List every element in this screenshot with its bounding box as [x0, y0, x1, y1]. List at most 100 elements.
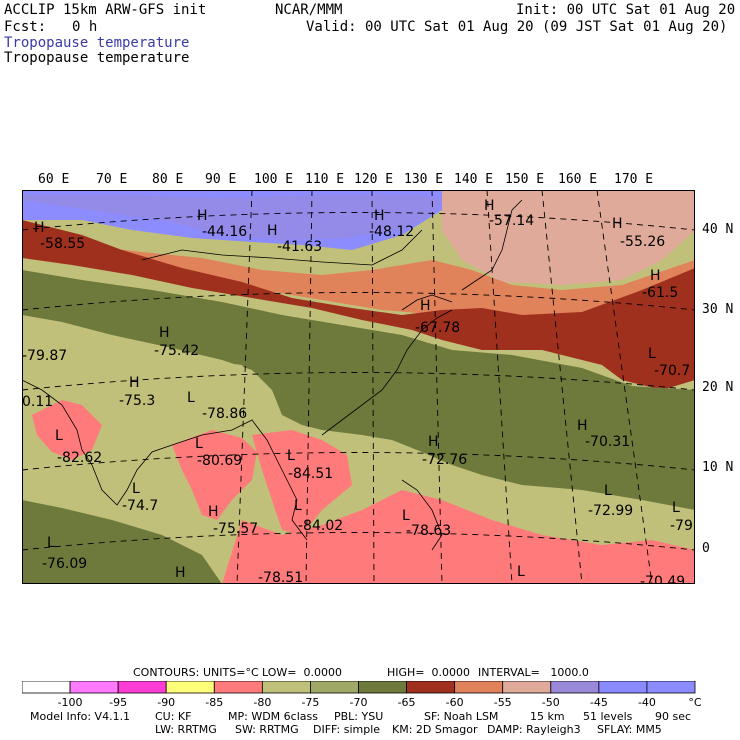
lon-label: 170 E — [614, 172, 654, 187]
shade-darkred — [22, 220, 695, 390]
map-label-hl: L — [294, 498, 302, 514]
map-label-hl: H — [34, 220, 45, 236]
map-label-value: -70.49 — [640, 574, 685, 584]
map-label-hl: H — [612, 216, 623, 232]
map-label-value: -57.14 — [489, 213, 534, 229]
map-label-value: -70.31 — [585, 434, 630, 450]
shade-salmon-indochina — [252, 430, 352, 535]
valid-time: Valid: 00 UTC Sat 01 Aug 20 (09 JST Sat … — [306, 19, 728, 35]
field-title-shaded: Tropopause temperature — [4, 35, 190, 51]
map-label-value: -58.55 — [40, 236, 85, 252]
map-label-value: -82.62 — [57, 450, 102, 466]
map-label-value: -80.69 — [197, 453, 242, 469]
map-label-hl: H — [428, 434, 439, 450]
map-label-hl: H — [175, 565, 186, 581]
colorbar-swatch — [406, 681, 456, 694]
colorbar-tick-label: -40 — [638, 696, 656, 709]
map-label-value: -75.57 — [213, 521, 258, 537]
map-label-hl: H — [374, 208, 385, 224]
colorbar-tick-label: °C — [688, 696, 702, 709]
colorbar-swatch — [550, 681, 600, 694]
colorbar-swatch — [22, 681, 71, 694]
lon-label: 130 E — [404, 172, 444, 187]
colorbar-tick-label: -95 — [109, 696, 127, 709]
colorbar-tick-label: -65 — [398, 696, 416, 709]
init-time: Init: 00 UTC Sat 01 Aug 20 — [516, 2, 736, 18]
map-label-value: -78.86 — [202, 406, 247, 422]
map-label-value: -84.02 — [298, 518, 343, 534]
shade-salmon-bay — [172, 430, 257, 520]
colorbar-swatch — [454, 681, 504, 694]
colorbar: -100 -95 -90 -85 -80 -75 -70 -65 -60 -55 -50 -45 -40… — [22, 681, 702, 709]
cu-info: CU: KF — [155, 710, 192, 723]
contours-label: CONTOURS: — [133, 666, 200, 679]
map-label-value: -78.51 — [258, 570, 303, 584]
map-label-hl: H — [197, 208, 208, 224]
colorbar-tick-label: -90 — [157, 696, 175, 709]
lon-label: 100 E — [254, 172, 294, 187]
map-label-hl: L — [55, 428, 63, 444]
map-label-hl: L — [187, 390, 195, 406]
colorbar-tick-label: -80 — [253, 696, 271, 709]
lat-label: 0 — [702, 541, 710, 556]
map-label-value: -44.16 — [202, 224, 247, 240]
shade-salmon-south — [222, 490, 695, 584]
map-label-hl: L — [517, 564, 525, 580]
lon-label: 140 E — [454, 172, 494, 187]
lon-label: 70 E — [96, 172, 128, 187]
map-label-value: -61.5 — [642, 285, 678, 301]
lon-label: 150 E — [505, 172, 545, 187]
colorbar-tick-label: -75 — [301, 696, 319, 709]
lon-label: 80 E — [152, 172, 184, 187]
map-label-hl: L — [287, 448, 295, 464]
map-label-value: -84.51 — [288, 466, 333, 482]
low-label: LOW= 0.0000 — [262, 666, 342, 679]
lon-label: 90 E — [205, 172, 237, 187]
map-label-hl: L — [132, 481, 140, 497]
shade-dark-olive-sw — [22, 500, 222, 584]
colorbar-swatch — [261, 681, 311, 694]
model-info: Model Info: V4.1.1 — [30, 710, 131, 723]
field-title-contour: Tropopause temperature — [4, 50, 190, 66]
map-label-value: -70.7 — [654, 363, 690, 379]
map-label-hl: H — [267, 223, 278, 239]
org-label: NCAR/MMM — [275, 2, 343, 18]
map-label-value: 0.11 — [22, 394, 53, 410]
colorbar-swatch — [69, 681, 119, 694]
units-label: UNITS=°C — [203, 666, 259, 679]
map-label-value: -67.78 — [415, 320, 460, 336]
map-label-value: -79.87 — [22, 348, 67, 364]
fcst-label: Fcst: — [4, 19, 47, 35]
tropopause-temperature-map: H -58.55 H -44.16 H -41.63 H -48.12 H -5… — [22, 190, 695, 584]
resolution-info: 15 km — [530, 710, 565, 723]
colorbar-swatch — [598, 681, 648, 694]
colorbar-swatch — [502, 681, 552, 694]
lat-label: 10 N — [702, 460, 734, 475]
map-label-hl: H — [650, 268, 661, 284]
colorbar-swatch — [646, 681, 696, 694]
damp-info: DAMP: Rayleigh3 — [487, 723, 581, 736]
shade-salmon-india — [32, 400, 102, 460]
km-info: KM: 2D Smagor — [392, 723, 478, 736]
map-label-hl: L — [672, 500, 680, 516]
map-label-value: -55.26 — [620, 234, 665, 250]
map-label-hl: L — [47, 535, 55, 551]
interval-label: INTERVAL= 1000.0 — [478, 666, 589, 679]
map-label-hl: H — [208, 504, 219, 520]
colorbar-tick-label: -70 — [350, 696, 368, 709]
map-label-hl: H — [577, 418, 588, 434]
map-label-hl: H — [484, 198, 495, 214]
timestep-info: 90 sec — [655, 710, 692, 723]
pbl-info: PBL: YSU — [334, 710, 384, 723]
colorbar-tick-label: -55 — [494, 696, 512, 709]
shade-pink — [442, 190, 695, 285]
map-label-hl: H — [159, 325, 170, 341]
colorbar-swatch — [117, 681, 167, 694]
map-label-hl: H — [420, 298, 431, 314]
colorbar-tick-label: -60 — [446, 696, 464, 709]
map-label-value: -72.76 — [422, 452, 467, 468]
lon-label: 160 E — [558, 172, 598, 187]
shade-lavender — [22, 195, 442, 240]
map-label-hl: L — [648, 346, 656, 362]
map-label-value: -74.7 — [122, 498, 158, 514]
